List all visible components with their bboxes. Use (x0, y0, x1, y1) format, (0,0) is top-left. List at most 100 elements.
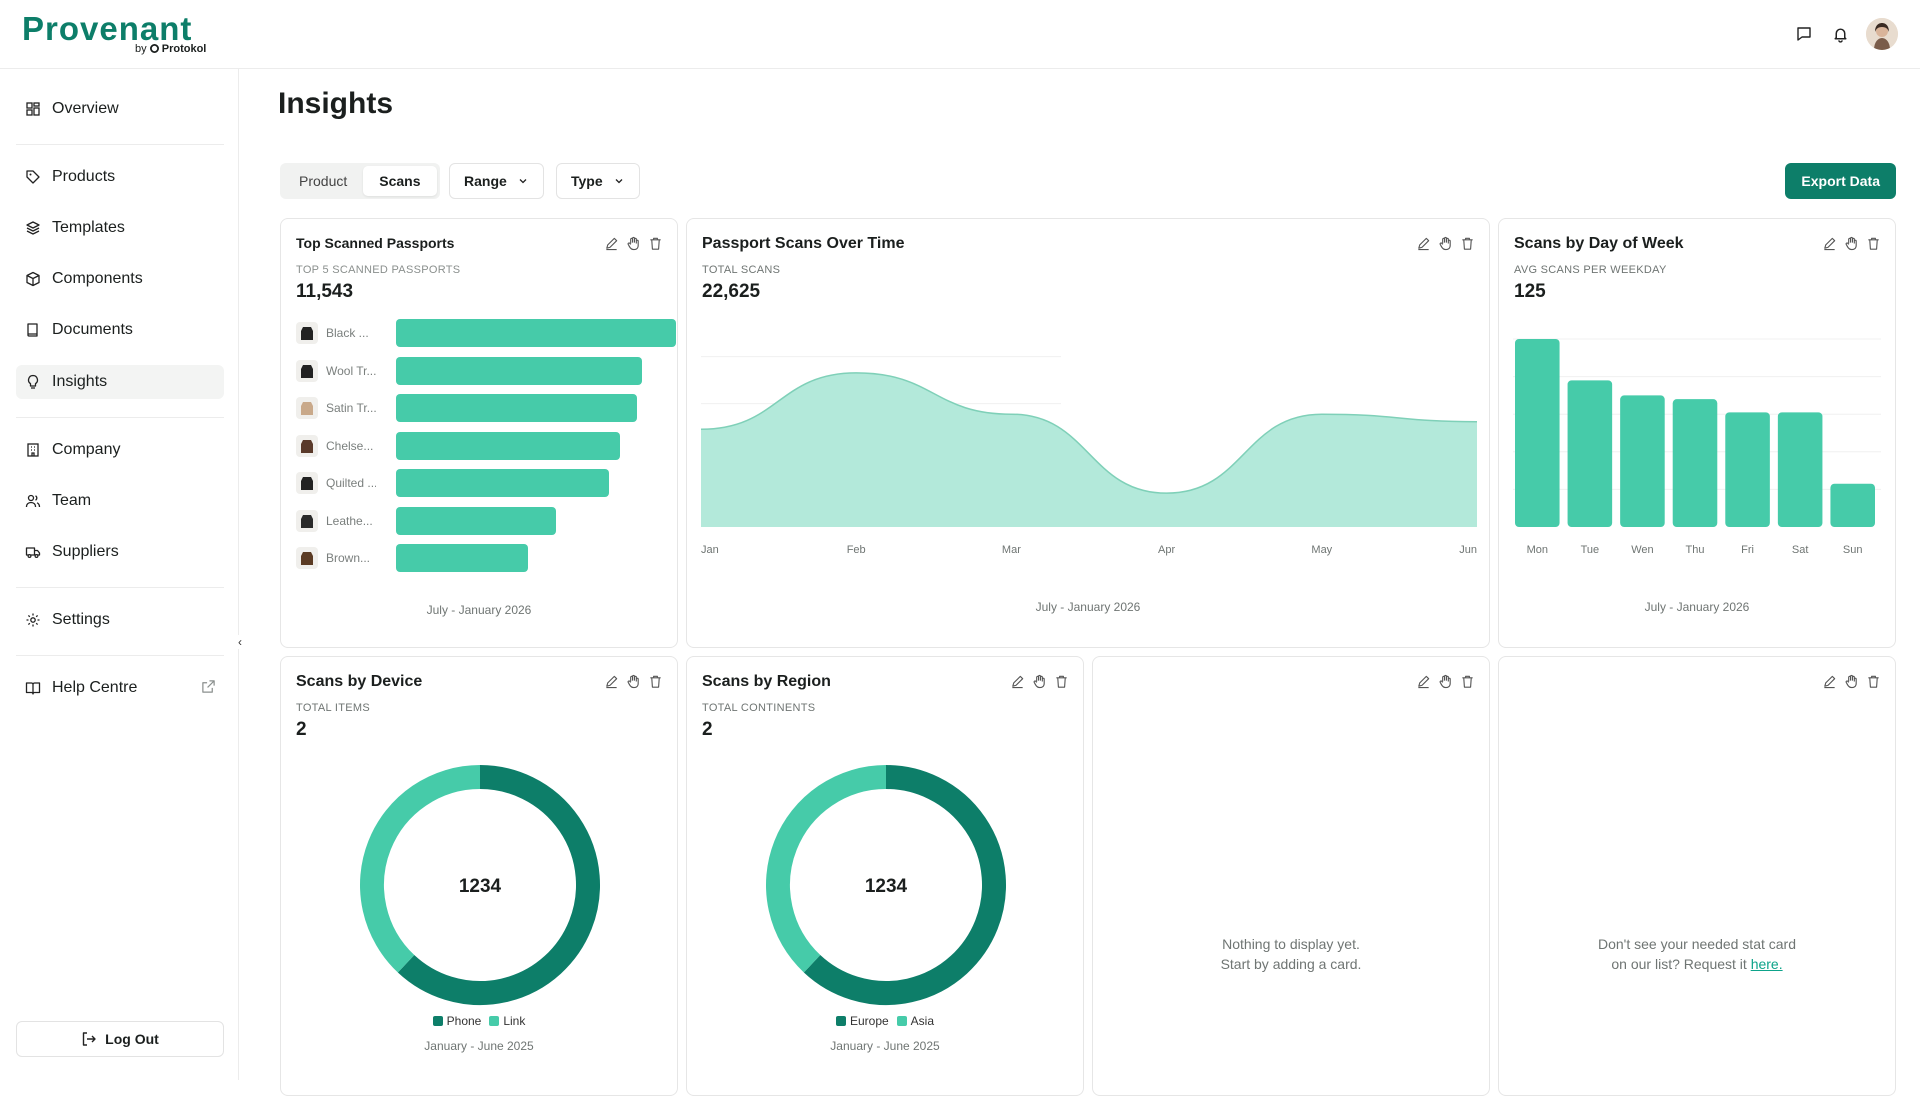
passport-row[interactable]: Satin Tr... (296, 394, 676, 422)
divider (16, 587, 224, 588)
product-thumbnail (296, 397, 318, 419)
passport-row[interactable]: Brown... (296, 544, 676, 572)
legend-item: Europe (835, 1014, 889, 1028)
trash-icon[interactable] (1459, 673, 1475, 689)
trash-icon[interactable] (1053, 673, 1069, 689)
card-footer: January - June 2025 (424, 1039, 534, 1053)
trash-icon[interactable] (647, 235, 663, 251)
sidebar-item-settings[interactable]: Settings (16, 603, 224, 637)
sidebar-item-team[interactable]: Team (16, 484, 224, 518)
passport-row[interactable]: Quilted ... (296, 469, 676, 497)
sidebar-item-suppliers[interactable]: Suppliers (16, 535, 224, 569)
day-bar (1725, 412, 1770, 527)
product-thumbnail (296, 434, 318, 457)
type-dropdown[interactable]: Type (556, 163, 640, 199)
edit-icon[interactable] (1821, 673, 1837, 689)
edit-icon[interactable] (603, 673, 619, 689)
card-value: 22,625 (702, 281, 761, 302)
sidebar-item-help-centre[interactable]: Help Centre (16, 671, 224, 705)
chat-icon[interactable] (1794, 24, 1814, 44)
x-tick-label: Mon (1527, 544, 1548, 556)
tab-product[interactable]: Product (299, 173, 348, 189)
truck-icon (24, 543, 42, 561)
brand-logo[interactable]: Provenant by Protokol (22, 12, 206, 56)
card-subtitle: TOTAL ITEMS (296, 702, 370, 714)
legend-swatch (489, 1016, 500, 1026)
card-title: Scans by Region (702, 673, 831, 690)
tab-scans[interactable]: Scans (363, 166, 437, 196)
card-value: 2 (702, 719, 713, 740)
range-label: Range (464, 173, 507, 189)
book-open-icon (24, 679, 42, 697)
external-link-icon (201, 679, 216, 699)
drag-hand-icon[interactable] (1843, 673, 1859, 689)
x-tick-label: Jun (1459, 544, 1477, 556)
sidebar-item-label: Documents (52, 321, 133, 338)
sidebar-item-products[interactable]: Products (16, 160, 224, 194)
trash-icon[interactable] (647, 673, 663, 689)
drag-hand-icon[interactable] (625, 235, 641, 251)
passport-bar (396, 506, 556, 535)
passport-row[interactable]: Wool Tr... (296, 356, 676, 385)
trash-icon[interactable] (1865, 673, 1881, 689)
passport-row[interactable]: Leathe... (296, 506, 676, 535)
users-icon (24, 492, 42, 510)
sidebar-item-insights[interactable]: Insights (16, 365, 224, 399)
product-thumbnail (296, 472, 318, 494)
sidebar-item-documents[interactable]: Documents (16, 313, 224, 347)
drag-hand-icon[interactable] (625, 673, 641, 689)
logout-label: Log Out (105, 1031, 159, 1047)
sidebar-item-label: Settings (52, 611, 110, 628)
layers-icon (24, 219, 42, 237)
day-bar (1620, 395, 1665, 527)
card-subtitle: TOTAL SCANS (702, 264, 781, 276)
passport-bar (396, 469, 609, 497)
request-link[interactable]: here. (1750, 956, 1783, 972)
x-tick-label: Thu (1686, 544, 1705, 556)
day-bar (1515, 339, 1560, 527)
drag-hand-icon[interactable] (1437, 673, 1453, 689)
donut-slice (397, 765, 600, 1005)
day-bar (1672, 399, 1718, 527)
export-data-button[interactable]: Export Data (1785, 163, 1896, 199)
collapse-sidebar-button[interactable]: ‹ (233, 635, 247, 649)
card-title: Scans by Device (296, 673, 423, 690)
avatar[interactable] (1866, 18, 1898, 50)
passport-row[interactable]: Chelse... (296, 431, 676, 460)
sidebar: Overview Products Templates Components D… (0, 69, 247, 1080)
request-message: Don't see your needed stat card on our l… (1499, 934, 1895, 974)
x-tick-label: May (1311, 544, 1332, 556)
series-line (700, 372, 1478, 494)
legend-label: Europe (849, 1014, 889, 1028)
trash-icon[interactable] (1865, 235, 1881, 251)
sidebar-item-templates[interactable]: Templates (16, 211, 224, 245)
donut-slice (766, 765, 887, 973)
passport-bar (396, 544, 528, 572)
edit-icon[interactable] (1821, 235, 1837, 251)
range-dropdown[interactable]: Range (449, 163, 544, 199)
day-bar (1777, 412, 1823, 527)
edit-icon[interactable] (1415, 235, 1431, 251)
passport-row[interactable]: Black ... (296, 319, 676, 347)
protokol-logo-icon (149, 44, 159, 53)
edit-icon[interactable] (603, 235, 619, 251)
bell-icon[interactable] (1830, 24, 1850, 44)
x-tick-label: Fri (1741, 544, 1754, 556)
logout-button[interactable]: Log Out (16, 1021, 224, 1057)
drag-hand-icon[interactable] (1031, 673, 1047, 689)
sidebar-item-overview[interactable]: Overview (16, 92, 224, 126)
trash-icon[interactable] (1459, 235, 1475, 251)
x-tick-label: Sat (1792, 544, 1809, 556)
edit-icon[interactable] (1415, 673, 1431, 689)
card-subtitle: AVG SCANS PER WEEKDAY (1514, 264, 1667, 276)
drag-hand-icon[interactable] (1843, 235, 1859, 251)
card-title: Top Scanned Passports (296, 235, 455, 251)
passport-label: Black ... (326, 326, 369, 340)
drag-hand-icon[interactable] (1437, 235, 1453, 251)
edit-icon[interactable] (1009, 673, 1025, 689)
grid-icon (24, 100, 42, 118)
request-line-2: on our list? Request it here. (1499, 954, 1895, 974)
card-scans-by-day: Scans by Day of Week AVG SCANS PER WEEKD… (1498, 218, 1896, 648)
sidebar-item-components[interactable]: Components (16, 262, 224, 296)
sidebar-item-company[interactable]: Company (16, 433, 224, 467)
